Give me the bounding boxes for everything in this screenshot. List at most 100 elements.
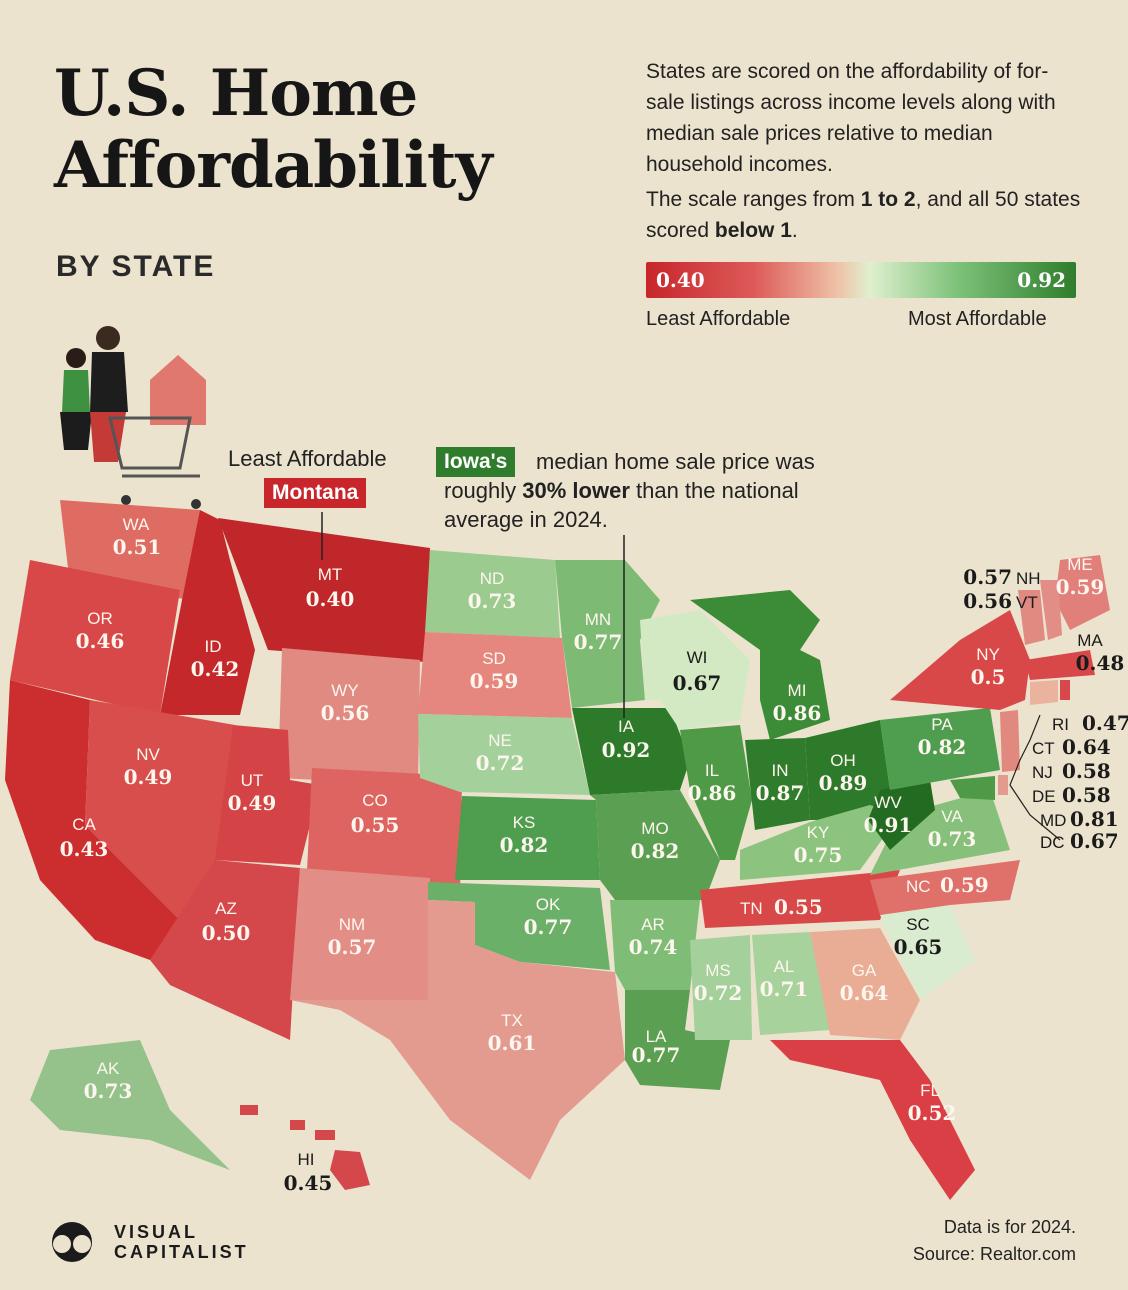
state-IL — [680, 725, 752, 860]
state-label-NC: NC — [906, 877, 931, 896]
state-value-ND: 0.73 — [468, 589, 517, 613]
state-value-WV: 0.91 — [864, 813, 913, 837]
state-label-DC: DC — [1040, 833, 1065, 852]
state-value-NY: 0.5 — [971, 665, 1006, 689]
state-value-CT: 0.64 — [1062, 735, 1111, 759]
state-DE — [998, 775, 1008, 795]
state-UT — [215, 725, 320, 865]
state-MS — [690, 935, 752, 1040]
iowa-text-2: than the national average in 2024. — [444, 478, 799, 532]
state-NY — [890, 610, 1030, 710]
legend-max-label: Most Affordable — [908, 308, 1047, 330]
state-IN — [745, 738, 810, 830]
state-PA — [880, 708, 1000, 790]
state-label-MI: MI — [788, 681, 807, 700]
state-label-IL: IL — [705, 761, 719, 780]
state-value-SC: 0.65 — [894, 935, 943, 959]
state-label-RI: RI — [1052, 715, 1069, 734]
state-WY — [278, 648, 420, 785]
state-value-MS: 0.72 — [694, 981, 743, 1005]
logo-mark-icon — [52, 1222, 92, 1262]
state-value-OH: 0.89 — [819, 771, 868, 795]
state-label-OR: OR — [87, 609, 113, 628]
title-line-2: Affordability — [54, 128, 493, 203]
state-label-LA: LA — [646, 1027, 667, 1046]
state-label-SD: SD — [482, 649, 506, 668]
page-title: U.S. Home Affordability — [54, 58, 493, 203]
state-RI — [1060, 680, 1070, 700]
state-label-MD: MD — [1040, 811, 1066, 830]
legend-min-value: 0.40 — [656, 268, 705, 292]
state-CO — [306, 768, 462, 900]
legend-min-label: Least Affordable — [646, 308, 791, 330]
state-MO — [590, 790, 720, 900]
state-labels: WA0.51OR0.46CA0.43ID0.42NV0.49MT0.40WY0.… — [60, 515, 1128, 1195]
state-label-AL: AL — [774, 957, 795, 976]
state-value-IN: 0.87 — [756, 781, 805, 805]
state-label-KY: KY — [807, 823, 830, 842]
state-value-KY: 0.75 — [794, 843, 843, 867]
state-value-FL: 0.52 — [908, 1101, 957, 1125]
ne-leader-lines — [1009, 714, 1061, 841]
state-label-AR: AR — [641, 915, 665, 934]
state-value-MI: 0.86 — [773, 701, 822, 725]
state-value-MN: 0.77 — [574, 630, 623, 654]
scale-note: The scale ranges from 1 to 2, and all 50… — [646, 184, 1086, 246]
legend-color-scale: 0.40 0.92 — [646, 262, 1076, 298]
state-label-AZ: AZ — [215, 899, 237, 918]
state-OR — [10, 560, 180, 715]
description: States are scored on the affordability o… — [646, 60, 1056, 176]
state-value-OR: 0.46 — [76, 629, 125, 653]
state-HI — [240, 1105, 370, 1190]
state-label-GA: GA — [852, 961, 877, 980]
state-NJ — [1000, 710, 1020, 772]
state-value-RI: 0.47 — [1082, 711, 1128, 735]
state-label-WY: WY — [331, 681, 358, 700]
state-value-AL: 0.71 — [760, 977, 809, 1001]
state-ME — [1055, 555, 1110, 630]
state-value-TN: 0.55 — [774, 895, 823, 919]
state-value-CO: 0.55 — [351, 813, 400, 837]
state-AL — [752, 932, 830, 1035]
state-label-AK: AK — [97, 1059, 120, 1078]
scale-note-range: 1 to 2 — [860, 188, 916, 211]
state-value-ME: 0.59 — [1056, 575, 1105, 599]
state-label-OK: OK — [536, 895, 561, 914]
state-label-CO: CO — [362, 791, 388, 810]
state-NH — [1040, 580, 1062, 640]
state-value-HI: 0.45 — [284, 1171, 333, 1195]
state-value-NJ: 0.58 — [1062, 759, 1111, 783]
state-SD — [418, 632, 572, 718]
state-value-NM: 0.57 — [328, 935, 377, 959]
state-label-NH: NH — [1016, 569, 1041, 588]
state-value-VT: 0.56 — [963, 589, 1012, 613]
state-label-NV: NV — [136, 745, 160, 764]
iowa-badge: Iowa's — [436, 447, 516, 477]
state-value-OK: 0.77 — [524, 915, 573, 939]
state-label-VA: VA — [941, 807, 963, 826]
state-value-PA: 0.82 — [918, 735, 967, 759]
state-CA — [5, 680, 185, 960]
state-label-MO: MO — [641, 819, 668, 838]
state-value-NH: 0.57 — [963, 565, 1012, 589]
state-VT — [1018, 590, 1045, 645]
state-MN — [555, 560, 660, 708]
least-affordable-callout-label: Least Affordable — [228, 446, 387, 471]
state-value-AK: 0.73 — [84, 1079, 133, 1103]
state-label-ND: ND — [480, 569, 505, 588]
state-value-VA: 0.73 — [928, 827, 977, 851]
state-value-KS: 0.82 — [500, 833, 549, 857]
state-IA — [572, 708, 690, 795]
state-label-MA: MA — [1077, 631, 1103, 650]
least-affordable-state-badge: Montana — [264, 478, 367, 508]
state-GA — [810, 928, 920, 1040]
state-label-NM: NM — [339, 915, 365, 934]
state-label-IN: IN — [772, 761, 789, 780]
state-label-HI: HI — [298, 1150, 315, 1169]
page-subtitle: BY STATE — [56, 250, 216, 283]
state-value-TX: 0.61 — [488, 1031, 537, 1055]
scale-note-prefix: The scale ranges from — [646, 188, 861, 211]
state-value-AZ: 0.50 — [202, 921, 251, 945]
visual-capitalist-logo: VISUAL CAPITALIST — [40, 1220, 249, 1264]
